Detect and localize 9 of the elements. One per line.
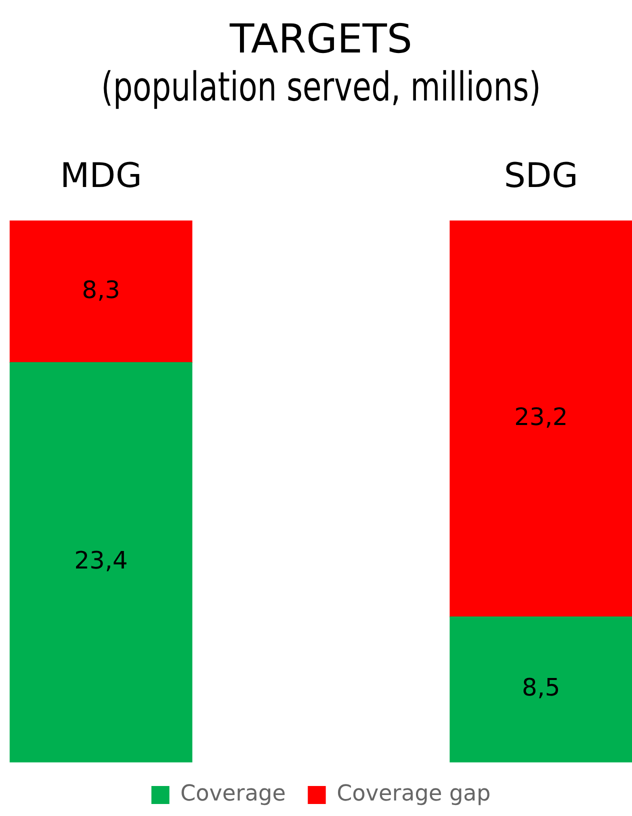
x-tick-label: SDG (504, 156, 578, 196)
data-label: 8,5 (522, 674, 560, 702)
chart-title: TARGETS (population served, millions) (101, 16, 541, 110)
x-tick-label: MDG (60, 156, 142, 196)
data-label: 8,3 (82, 276, 120, 304)
data-label: 23,2 (514, 403, 568, 432)
legend-label: Coverage (180, 782, 286, 807)
legend-label: Coverage gap (336, 782, 491, 807)
data-label: 23,4 (74, 546, 128, 574)
